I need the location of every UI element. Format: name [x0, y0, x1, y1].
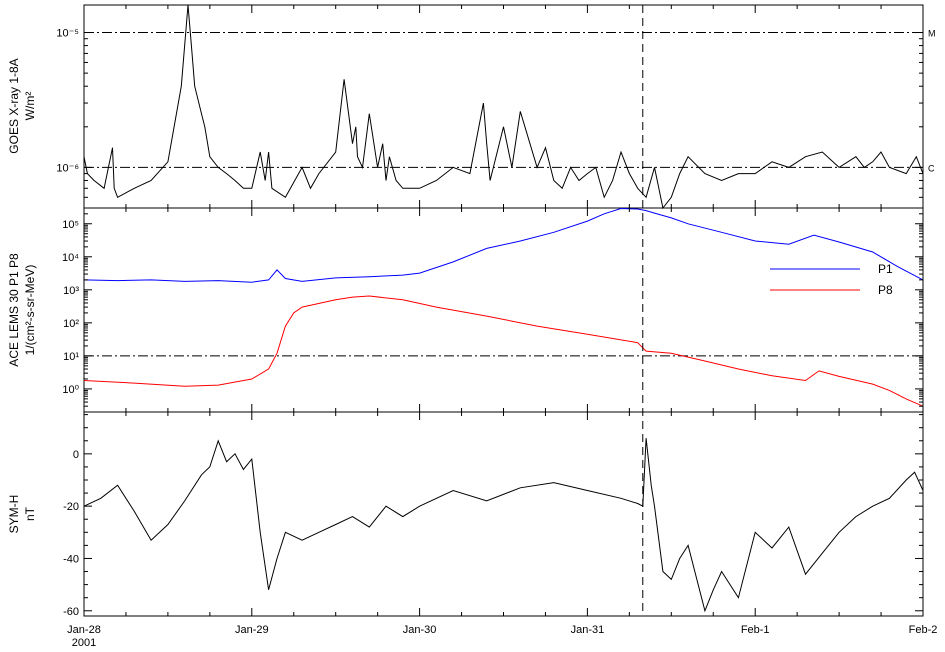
panel-goes-yunit: W/m²: [23, 92, 37, 121]
panel-ace-series: [83, 207, 924, 407]
y-tick-label: -40: [63, 553, 79, 565]
panel-symh-yunit: nT: [23, 506, 37, 521]
y-tick-label: 10⁵: [62, 219, 79, 231]
x-tick-label: Jan-30: [403, 624, 437, 636]
panel-goes-yticks: 10⁻⁶ 10⁻⁵: [56, 5, 924, 209]
y-tick-label: 0: [73, 449, 79, 461]
y-tick-label: 10⁻⁵: [56, 28, 79, 40]
panel-symh-series: [83, 438, 924, 613]
x-tick-label: Jan-29: [235, 624, 269, 636]
legend-label-p8: P8: [878, 283, 893, 297]
series-line-symh: [83, 438, 924, 613]
y-tick-label: 10⁰: [62, 384, 79, 396]
legend-label-p1: P1: [878, 262, 893, 276]
panel-goes-series: [83, 4, 924, 210]
y-tick-label: 10³: [63, 285, 79, 297]
x-tick-label: Feb-1: [741, 624, 770, 636]
panel-ace-yticks: 10⁰ 10¹ 10² 10³ 10⁴ 10⁵: [62, 207, 924, 413]
panel-ace-yunit: 1/(cm²-s-sr-MeV): [23, 265, 37, 356]
y-tick-label: -60: [63, 606, 79, 618]
panel-ace-frame: [83, 207, 924, 413]
legend: P1 P8: [770, 262, 893, 297]
y-tick-label: 10²: [63, 318, 79, 330]
y-tick-label: 10⁴: [62, 252, 79, 264]
panel-symh-ylabel: SYM-H: [7, 495, 21, 534]
panel-ace-lems: 10⁰ 10¹ 10² 10³ 10⁴ 10⁵ ACE LEMS 30 P1 P8 1/(…: [7, 207, 924, 413]
y-tick-label: 10⁻⁶: [56, 162, 79, 174]
x-tick-sublabel: 2001: [72, 637, 96, 649]
panel-goes-xray: CM 10⁻⁶10⁻⁵ GOES X-ray 1-8A W/m²: [7, 4, 936, 210]
panel-goes-ylabel: GOES X-ray 1-8A: [7, 58, 21, 153]
x-tick-label: Jan-31: [571, 624, 605, 636]
panel-goes-frame: [83, 4, 924, 209]
panel-goes-reference-lines: CM: [84, 29, 936, 173]
series-line-P1: [83, 207, 924, 283]
panel-symh-frame: [83, 411, 924, 617]
panel-symh-yticks: 0 -20 -40 -60: [63, 412, 924, 618]
y-tick-label: 10¹: [63, 351, 79, 363]
reference-line-label: M: [928, 29, 936, 39]
panel-sym-h: 0 -20 -40 -60 SYM-H nT: [7, 411, 924, 618]
series-line-goes: [83, 4, 924, 210]
x-tick-label: Jan-28: [67, 624, 101, 636]
x-tick-label: Feb-2: [909, 624, 938, 636]
y-tick-label: -20: [63, 501, 79, 513]
reference-line-label: C: [928, 163, 935, 173]
series-line-P8: [83, 295, 924, 407]
panel-ace-ylabel: ACE LEMS 30 P1 P8: [7, 253, 21, 367]
